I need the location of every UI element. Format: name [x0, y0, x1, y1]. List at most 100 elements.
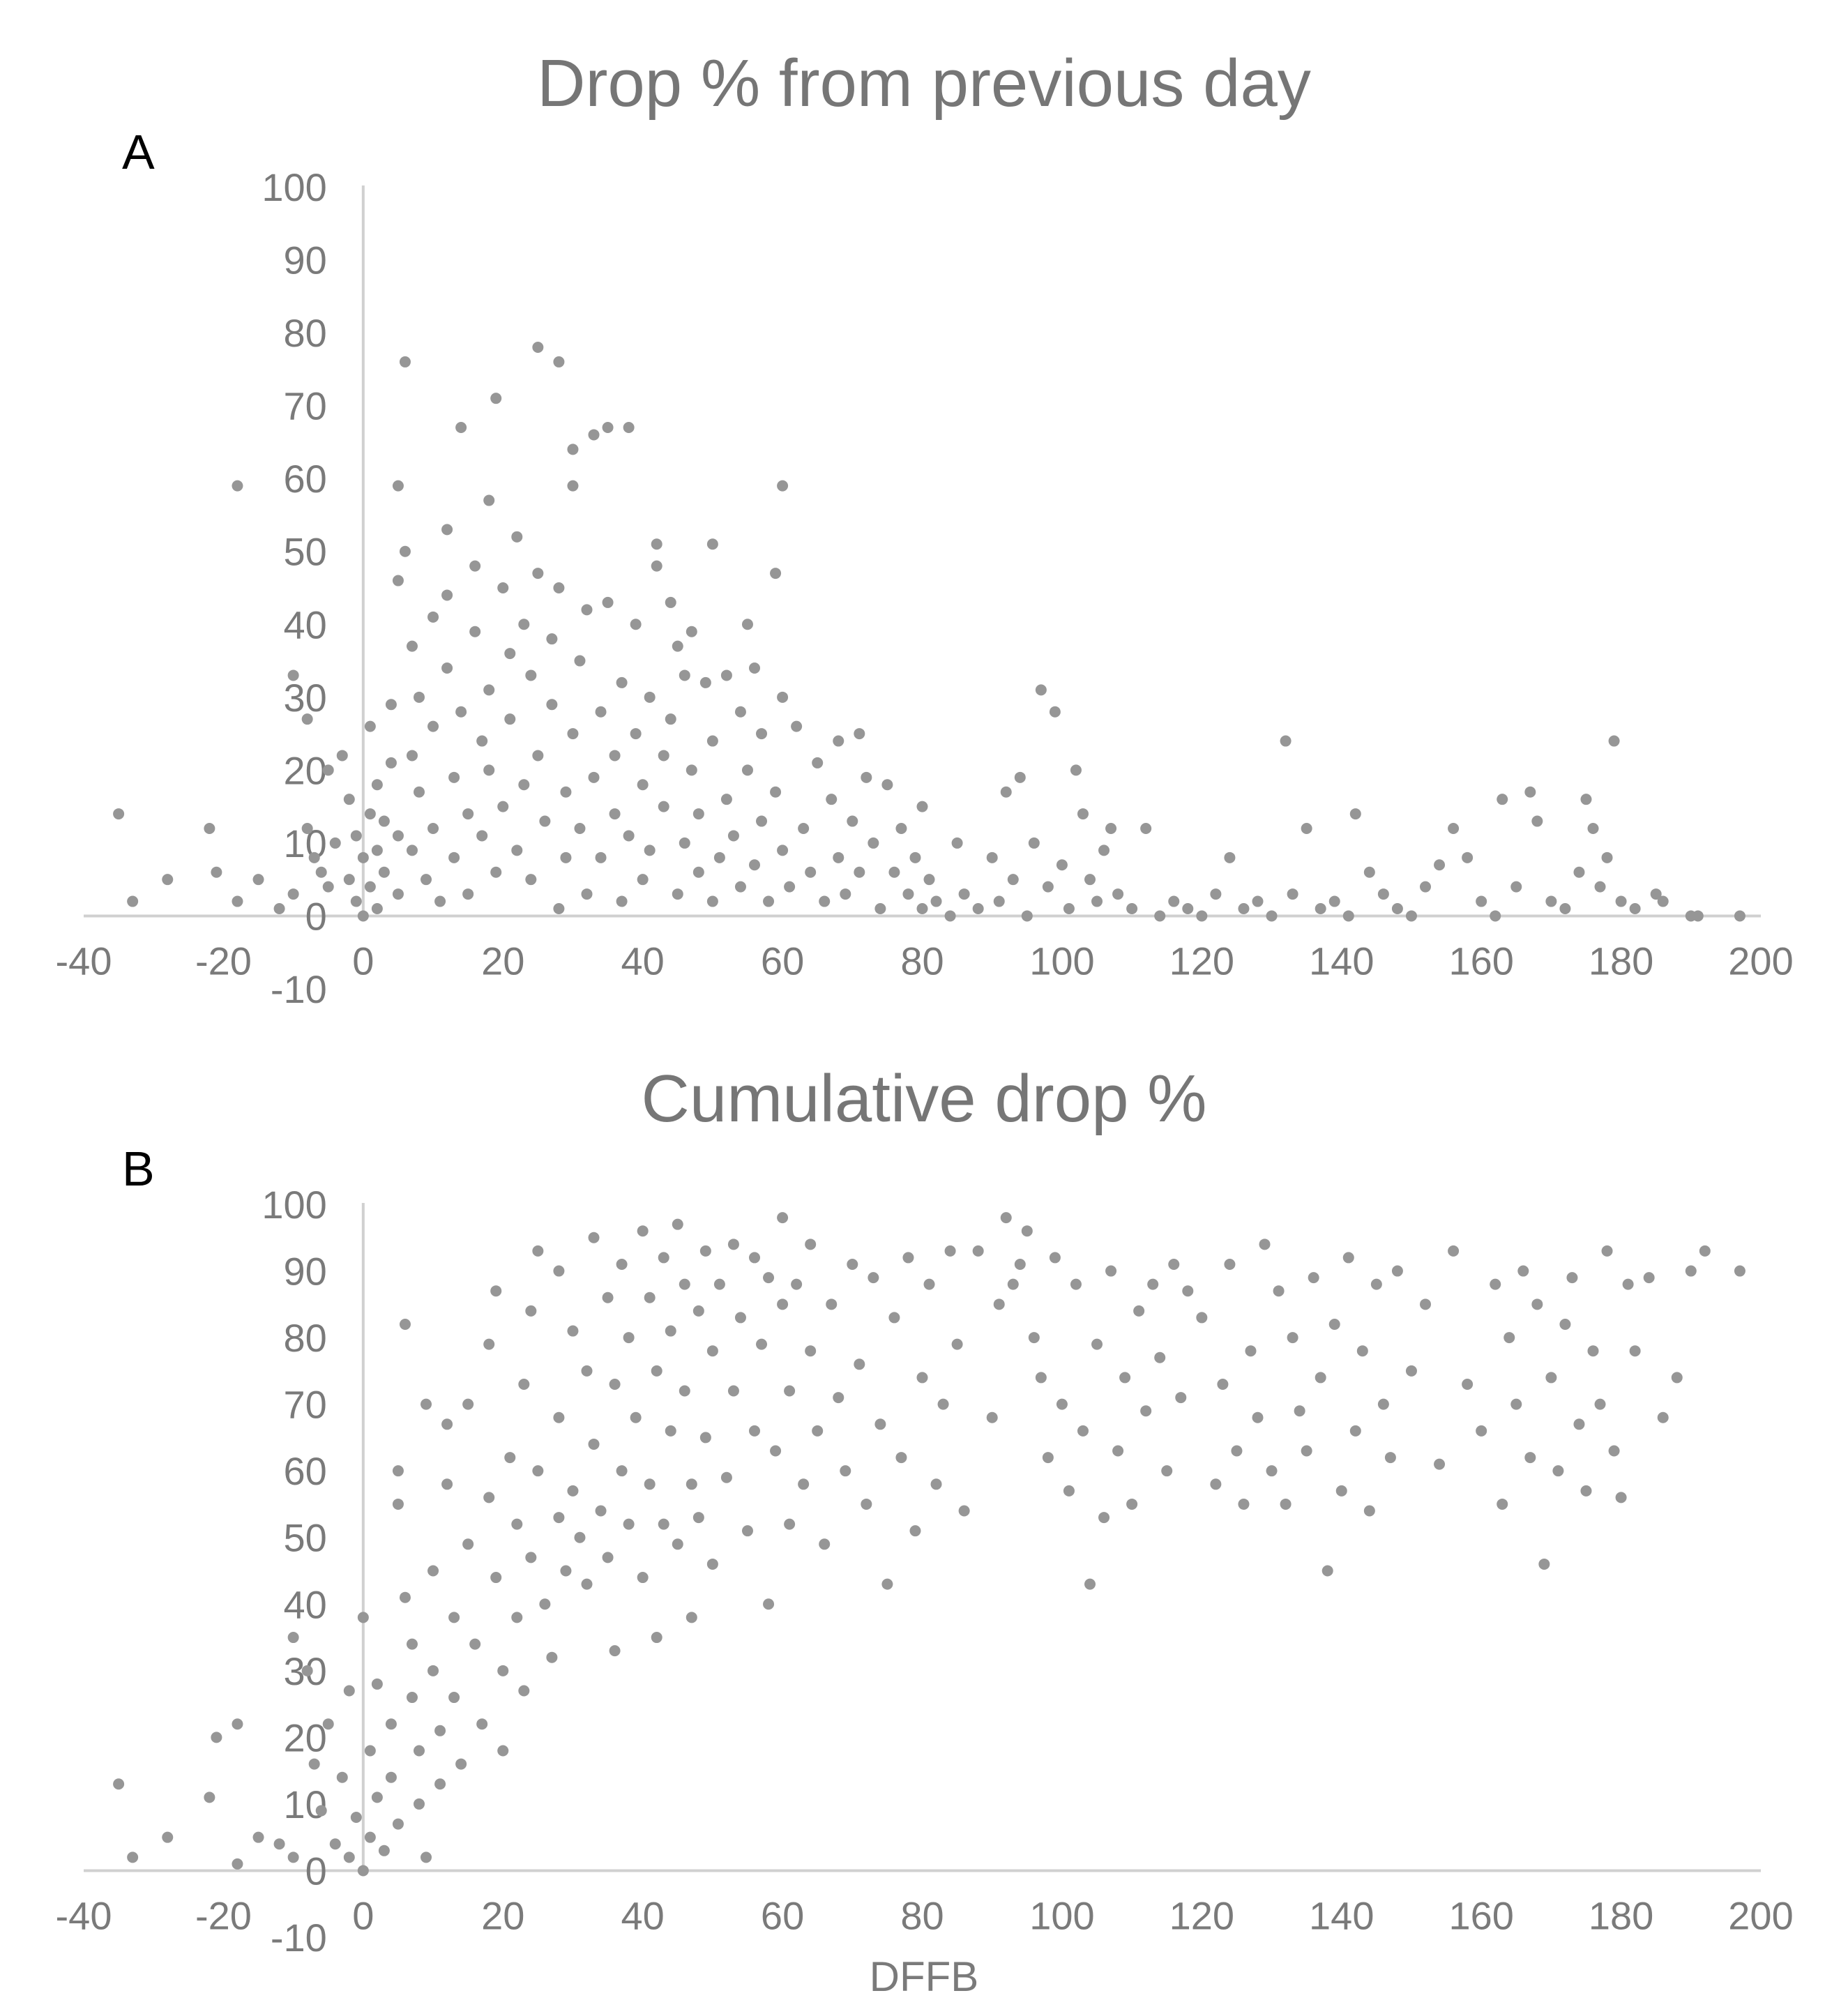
y-tick-label: 0: [305, 894, 327, 938]
data-point: [232, 480, 243, 492]
data-point: [455, 706, 467, 718]
data-point: [847, 1258, 858, 1270]
data-point: [525, 1305, 537, 1317]
y-tick-label: 40: [284, 1582, 327, 1626]
data-point: [1497, 794, 1508, 805]
data-point: [1434, 1458, 1446, 1470]
data-point: [734, 1312, 746, 1324]
data-point: [399, 1591, 411, 1603]
data-point: [399, 545, 411, 557]
data-point: [679, 837, 690, 849]
data-point: [805, 1345, 817, 1357]
data-point: [371, 845, 383, 856]
data-point: [637, 1572, 649, 1584]
data-point: [350, 895, 362, 907]
data-point: [1259, 1239, 1271, 1250]
data-point: [909, 1525, 921, 1537]
data-point: [1168, 895, 1180, 907]
data-point: [364, 720, 376, 732]
data-point: [364, 1831, 376, 1843]
data-point: [888, 866, 900, 878]
data-point: [840, 888, 851, 900]
data-point: [972, 903, 984, 914]
x-tick-label: -20: [195, 1893, 252, 1937]
data-point: [1587, 1345, 1599, 1357]
data-point: [1608, 735, 1620, 747]
data-point: [1000, 1212, 1012, 1224]
data-point: [483, 1338, 495, 1350]
data-point: [434, 1778, 446, 1790]
data-point: [630, 1411, 642, 1423]
data-point: [252, 1831, 264, 1843]
data-point: [232, 1858, 243, 1870]
data-point: [308, 851, 320, 863]
data-point: [637, 779, 649, 791]
data-point: [1504, 1332, 1515, 1344]
data-point: [1349, 1425, 1361, 1437]
data-point: [1301, 823, 1312, 834]
data-point: [854, 728, 865, 740]
data-point: [805, 1239, 817, 1250]
data-point: [357, 1612, 369, 1623]
data-point: [301, 713, 313, 725]
data-point: [448, 1612, 460, 1623]
data-point: [595, 851, 607, 863]
data-point: [840, 1465, 851, 1477]
y-tick-label: 20: [284, 1716, 327, 1759]
data-point: [602, 422, 614, 433]
data-point: [602, 1552, 614, 1563]
data-point: [497, 1665, 509, 1676]
data-point: [1328, 895, 1340, 907]
y-tick-label: 70: [284, 1383, 327, 1427]
data-point: [972, 1245, 984, 1257]
data-point: [1363, 866, 1375, 878]
data-point: [651, 560, 662, 572]
data-point: [441, 524, 453, 536]
data-point: [1328, 1318, 1340, 1330]
data-point: [1608, 1445, 1620, 1457]
data-point: [336, 1771, 348, 1783]
x-tick-label: 140: [1309, 939, 1374, 983]
data-point: [951, 837, 963, 849]
data-point: [1273, 1285, 1285, 1297]
y-tick-label: -10: [271, 967, 327, 1011]
data-point: [525, 669, 537, 681]
data-point: [427, 1665, 439, 1676]
data-point: [805, 866, 817, 878]
data-point: [364, 1745, 376, 1757]
data-point: [777, 1298, 789, 1310]
data-point: [651, 1632, 662, 1644]
data-point: [525, 1552, 537, 1563]
data-point: [1594, 1398, 1606, 1410]
data-point: [951, 1338, 963, 1350]
data-point: [287, 669, 299, 681]
data-point: [385, 699, 397, 711]
data-point: [770, 1445, 782, 1457]
data-point: [462, 1398, 474, 1410]
y-tick-label: 100: [262, 165, 326, 209]
data-point: [469, 560, 481, 572]
data-point: [1084, 1578, 1096, 1590]
data-point: [1552, 1465, 1564, 1477]
data-point: [609, 1378, 621, 1390]
data-point: [421, 874, 432, 886]
data-point: [1566, 1272, 1578, 1284]
data-point: [686, 1612, 697, 1623]
data-point: [127, 895, 139, 907]
data-point: [672, 1538, 683, 1550]
data-point: [350, 1812, 362, 1824]
data-point: [1056, 1398, 1068, 1410]
data-point: [902, 1252, 914, 1264]
data-point: [868, 1272, 879, 1284]
data-point: [162, 874, 174, 886]
x-tick-label: 0: [352, 1893, 374, 1937]
data-point: [616, 1465, 628, 1477]
data-point: [1154, 910, 1166, 922]
data-point: [1580, 794, 1592, 805]
data-point: [1405, 910, 1417, 922]
data-point: [1692, 910, 1704, 922]
data-point: [1210, 888, 1222, 900]
data-point: [623, 1332, 635, 1344]
data-point: [609, 750, 621, 762]
data-point: [763, 895, 775, 907]
